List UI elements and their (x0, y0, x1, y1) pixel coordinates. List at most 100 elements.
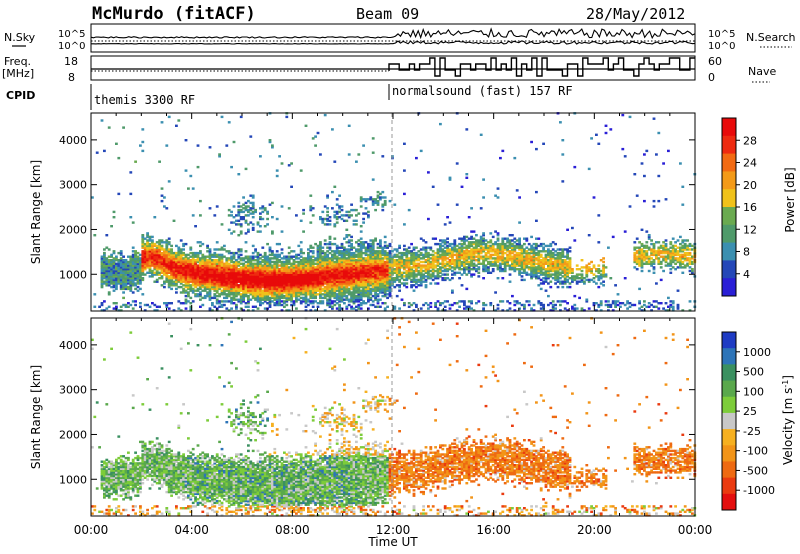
heatmap-cell (155, 271, 159, 274)
heatmap-cell (340, 255, 344, 258)
heatmap-cell (112, 216, 116, 219)
heatmap-cell (379, 255, 382, 258)
heatmap-cell (143, 237, 147, 240)
heatmap-cell (259, 268, 262, 271)
heatmap-cell (165, 260, 169, 264)
heatmap-cell (213, 289, 217, 292)
heatmap-cell (559, 262, 562, 265)
heatmap-cell (340, 282, 344, 285)
heatmap-cell (407, 251, 411, 255)
heatmap-cell (340, 266, 344, 269)
heatmap-cell (287, 289, 291, 292)
heatmap-cell (314, 271, 317, 274)
heatmap-cell (563, 255, 567, 258)
heatmap-cell (331, 300, 334, 303)
heatmap-cell (189, 302, 193, 305)
heatmap-cell (215, 264, 219, 267)
heatmap-cell (127, 266, 130, 269)
heatmap-cell (537, 277, 541, 280)
heatmap-cell (155, 259, 159, 262)
heatmap-cell (165, 207, 169, 210)
heatmap-cell (239, 302, 243, 305)
heatmap-cell (518, 271, 521, 274)
heatmap-cell (148, 235, 152, 239)
heatmap-cell (367, 198, 370, 201)
heatmap-cell (122, 285, 125, 289)
heatmap-cell (357, 268, 361, 271)
heatmap-cell (367, 271, 370, 274)
heatmap-cell (165, 259, 169, 262)
heatmap-cell (311, 296, 315, 300)
heatmap-cell (189, 255, 193, 258)
heatmap-cell (189, 248, 193, 251)
heatmap-cell (343, 262, 346, 265)
heatmap-cell (362, 273, 365, 276)
heatmap-cell (556, 285, 560, 289)
heatmap-cell (352, 219, 356, 222)
heatmap-cell (455, 264, 459, 267)
heatmap-cell (520, 257, 524, 260)
heatmap-cell (487, 266, 490, 269)
heatmap-cell (441, 266, 445, 269)
heatmap-cell (153, 216, 157, 219)
heatmap-cell (249, 298, 253, 301)
heatmap-cell (379, 277, 382, 280)
heatmap-cell (266, 282, 269, 285)
heatmap-cell (530, 266, 533, 269)
heatmap-cell (203, 273, 207, 276)
heatmap-cell (374, 262, 377, 265)
heatmap-cell (119, 253, 123, 257)
heatmap-cell (412, 271, 416, 274)
heatmap-cell (350, 285, 353, 289)
heatmap-cell (527, 257, 531, 260)
heatmap-cell (451, 246, 454, 249)
heatmap-cell (124, 287, 128, 291)
heatmap-cell (506, 309, 509, 312)
heatmap-cell (259, 282, 262, 285)
heatmap-cell (232, 277, 236, 280)
heatmap-cell (355, 282, 358, 285)
heatmap-cell (429, 257, 433, 260)
heatmap-cell (227, 275, 231, 278)
heatmap-cell (247, 262, 250, 265)
heatmap-cell (146, 242, 149, 246)
heatmap-cell (350, 251, 353, 255)
heatmap-cell (239, 307, 243, 310)
heatmap-cell (259, 273, 262, 276)
heatmap-cell (275, 250, 279, 253)
heatmap-cell (285, 285, 289, 289)
heatmap-cell (141, 260, 145, 264)
heatmap-cell (506, 255, 509, 258)
heatmap-cell (398, 251, 401, 255)
heatmap-cell (199, 241, 202, 244)
heatmap-cell (323, 291, 327, 294)
heatmap-cell (232, 275, 236, 278)
heatmap-cell (506, 253, 509, 257)
heatmap-cell (247, 208, 250, 212)
heatmap-cell (460, 251, 464, 255)
heatmap-cell (326, 246, 329, 249)
heatmap-cell (232, 296, 236, 300)
heatmap-cell (376, 259, 380, 262)
heatmap-cell (443, 264, 447, 267)
heatmap-cell (537, 253, 541, 257)
heatmap-cell (455, 259, 459, 262)
heatmap-cell (283, 268, 286, 271)
heatmap-cell (350, 287, 353, 291)
freq-left-tick-bottom: 8 (68, 71, 75, 84)
heatmap-cell (525, 237, 529, 240)
heatmap-cell (242, 298, 245, 301)
heatmap-cell (309, 282, 313, 285)
heatmap-cell (359, 284, 363, 287)
heatmap-cell (295, 255, 298, 258)
heatmap-cell (275, 217, 279, 221)
heatmap-cell (259, 264, 262, 267)
heatmap-cell (100, 278, 104, 282)
heatmap-cell (379, 291, 382, 294)
heatmap-cell (362, 282, 365, 285)
heatmap-cell (429, 248, 433, 251)
heatmap-cell (107, 280, 111, 283)
heatmap-cell (146, 259, 149, 262)
heatmap-cell (184, 298, 188, 301)
heatmap-cell (249, 284, 253, 287)
